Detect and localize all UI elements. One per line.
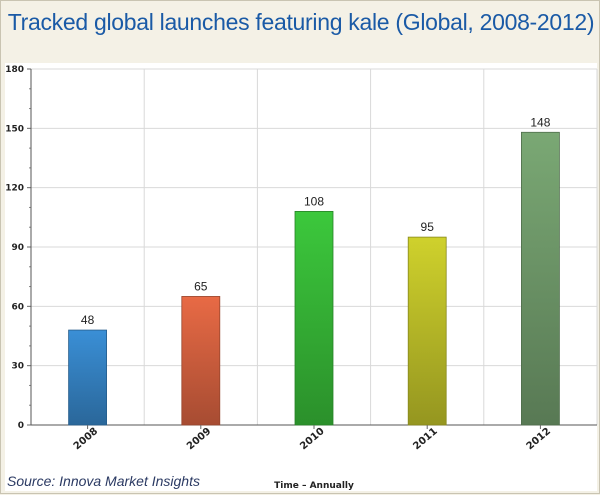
x-tick-label-2010: 2010	[298, 426, 326, 452]
data-label-2011: 95	[421, 220, 435, 234]
bar-2008	[68, 329, 107, 426]
data-label-2012: 148	[530, 115, 550, 129]
y-tick-label: 180	[5, 65, 24, 75]
y-tick-label: 30	[11, 362, 24, 372]
data-label-2010: 108	[304, 194, 324, 208]
data-label-2009: 65	[194, 279, 208, 293]
bar-2011	[407, 236, 447, 426]
bar-2009	[181, 296, 221, 426]
y-tick-label: 90	[11, 243, 24, 253]
y-tick-label: 120	[5, 184, 24, 194]
x-tick-label-2008: 2008	[72, 426, 100, 452]
x-tick-label-2009: 2009	[185, 426, 213, 452]
x-tick-label-2012: 2012	[525, 426, 553, 452]
y-tick-label: 0	[18, 421, 24, 431]
source-note: Source: Innova Market Insights	[7, 473, 200, 489]
data-label-2008: 48	[81, 313, 95, 327]
bar-2012	[521, 131, 560, 426]
y-tick-label: 150	[5, 124, 24, 134]
x-tick-label-2011: 2011	[411, 426, 439, 452]
chart-title: Tracked global launches featuring kale (…	[7, 9, 595, 35]
x-axis-title: Time – Annually	[274, 481, 354, 491]
bar-2010	[294, 210, 334, 426]
y-tick-label: 60	[11, 302, 24, 312]
